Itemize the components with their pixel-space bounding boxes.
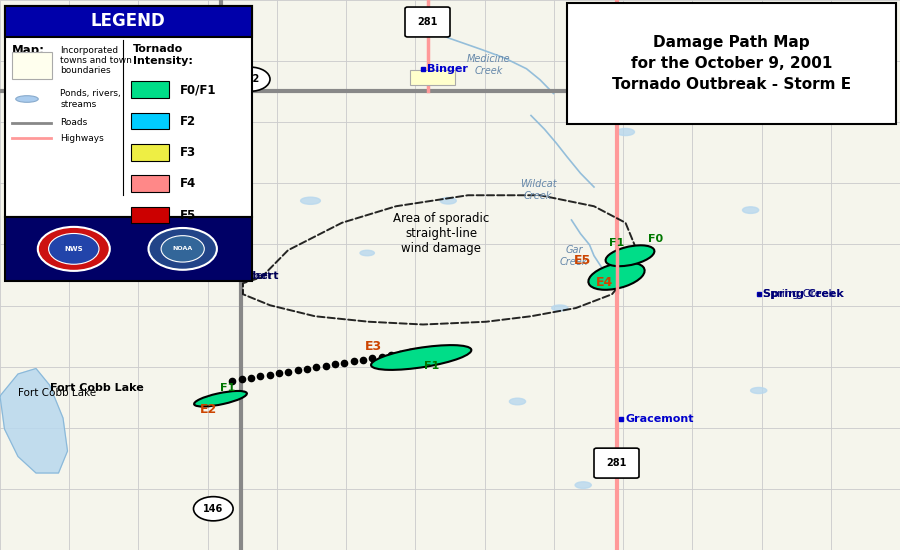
Text: E4: E4: [596, 276, 614, 289]
Text: Wildcat
Creek: Wildcat Creek: [520, 179, 556, 201]
FancyBboxPatch shape: [594, 448, 639, 478]
Text: 281: 281: [418, 17, 437, 27]
FancyBboxPatch shape: [130, 207, 168, 223]
Text: Spring Creek: Spring Creek: [763, 289, 835, 299]
Text: Binger: Binger: [428, 64, 468, 74]
Text: 281: 281: [607, 458, 626, 468]
Text: Incorporated
towns and town
boundaries: Incorporated towns and town boundaries: [60, 46, 132, 75]
Polygon shape: [0, 368, 68, 473]
Text: Medicine
Creek: Medicine Creek: [467, 54, 510, 76]
Ellipse shape: [371, 345, 472, 370]
Text: Gracemont: Gracemont: [626, 414, 694, 424]
Text: Ponds, rivers,
streams: Ponds, rivers, streams: [60, 89, 121, 109]
FancyBboxPatch shape: [4, 6, 252, 217]
Text: NOAA: NOAA: [173, 246, 193, 251]
Ellipse shape: [440, 197, 456, 204]
Circle shape: [161, 235, 204, 262]
Text: Fort Cobb Lake: Fort Cobb Lake: [18, 388, 96, 398]
Text: Gar
Creek: Gar Creek: [560, 245, 589, 267]
Text: F1: F1: [609, 238, 624, 248]
Ellipse shape: [360, 250, 374, 256]
FancyBboxPatch shape: [130, 175, 168, 192]
FancyBboxPatch shape: [405, 7, 450, 37]
Text: F2: F2: [180, 114, 196, 128]
FancyBboxPatch shape: [4, 6, 252, 37]
Circle shape: [49, 233, 99, 264]
FancyBboxPatch shape: [130, 113, 168, 129]
Text: E3: E3: [364, 340, 382, 353]
Text: F4: F4: [180, 177, 196, 190]
Text: F0: F0: [648, 234, 662, 244]
Text: F0/F1: F0/F1: [180, 83, 217, 96]
FancyBboxPatch shape: [130, 144, 168, 161]
Text: F5: F5: [180, 208, 196, 222]
Circle shape: [194, 497, 233, 521]
Ellipse shape: [589, 262, 644, 290]
Text: Spring Creek: Spring Creek: [763, 289, 844, 299]
Text: F3: F3: [180, 146, 196, 159]
Text: F1: F1: [220, 383, 235, 393]
Text: Area of sporadic
straight-line
wind damage: Area of sporadic straight-line wind dama…: [393, 212, 489, 255]
FancyBboxPatch shape: [130, 81, 168, 98]
Text: 146: 146: [203, 504, 223, 514]
Text: Damage Path Map
for the October 9, 2001
Tornado Outbreak - Storm E: Damage Path Map for the October 9, 2001 …: [612, 35, 851, 92]
Text: LEGEND: LEGEND: [91, 13, 166, 30]
FancyBboxPatch shape: [4, 217, 252, 280]
Circle shape: [38, 227, 110, 271]
Text: Albert: Albert: [238, 271, 272, 281]
FancyBboxPatch shape: [12, 52, 52, 79]
Text: 152: 152: [240, 74, 260, 84]
Text: E5: E5: [573, 254, 591, 267]
Ellipse shape: [16, 96, 38, 102]
Ellipse shape: [575, 482, 591, 488]
Ellipse shape: [616, 129, 634, 136]
Text: Roads: Roads: [60, 118, 87, 127]
Ellipse shape: [751, 387, 767, 394]
Ellipse shape: [552, 305, 568, 311]
Text: NWS: NWS: [65, 246, 83, 252]
Text: Tornado
Intensity:: Tornado Intensity:: [133, 44, 194, 65]
Ellipse shape: [742, 207, 759, 213]
Ellipse shape: [606, 245, 654, 266]
Text: E2: E2: [200, 403, 218, 416]
Text: Fort Cobb Lake: Fort Cobb Lake: [50, 383, 143, 393]
FancyBboxPatch shape: [567, 3, 896, 124]
Ellipse shape: [509, 398, 526, 405]
Text: Highways: Highways: [60, 134, 104, 142]
Text: Albert: Albert: [241, 271, 280, 281]
Ellipse shape: [194, 391, 247, 406]
FancyBboxPatch shape: [410, 70, 454, 85]
Circle shape: [230, 67, 270, 91]
Text: Map:: Map:: [12, 44, 45, 57]
Text: F1: F1: [425, 361, 439, 371]
Circle shape: [148, 228, 217, 270]
Ellipse shape: [301, 197, 320, 205]
